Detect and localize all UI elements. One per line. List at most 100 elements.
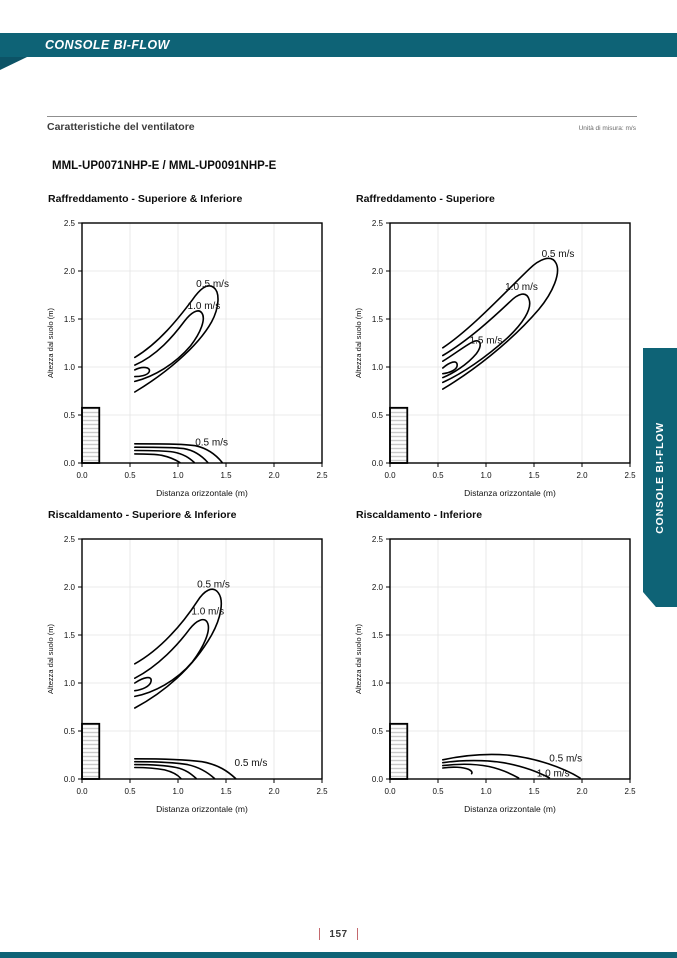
contour-line-1.5: [134, 366, 151, 378]
contour-line-0.5-ground: [134, 443, 223, 464]
page-number-right-bar: [356, 928, 359, 940]
contour-plot-svg: 0.0 0.5 1.0 1.5 2.0 2.5 0.0 0.5 1.0 1.5 2.0 2.5 0.5 …: [46, 219, 328, 498]
x-tick-label: 2.5: [316, 787, 328, 796]
y-axis-label: Altezza dal suolo (m): [46, 307, 55, 378]
chart-raffreddamento-superiore-inferiore: Raffreddamento - Superiore & Inferiore 0…: [40, 193, 345, 513]
y-tick-label: 0.5: [372, 727, 384, 736]
contour-plot: 0.0 0.5 1.0 1.5 2.0 2.5 0.0 0.5 1.0 1.5 2.0 2.5 0.5 …: [40, 215, 340, 513]
contour-line-1.5-ground: [134, 763, 197, 780]
section-title: Caratteristiche del ventilatore: [47, 121, 195, 133]
chart-title: Riscaldamento - Superiore & Inferiore: [48, 509, 237, 521]
contour-plot-svg: 0.0 0.5 1.0 1.5 2.0 2.5 0.0 0.5 1.0 1.5 2.0 2.5 0.5 …: [354, 219, 636, 498]
y-tick-label: 0.5: [372, 411, 384, 420]
x-axis-label: Distanza orizzontale (m): [156, 488, 248, 498]
chart-riscaldamento-superiore-inferiore: Riscaldamento - Superiore & Inferiore 0.…: [40, 509, 345, 829]
y-tick-label: 2.0: [372, 267, 384, 276]
contour-line-0.5: [442, 753, 581, 779]
contour-plot-svg: 0.0 0.5 1.0 1.5 2.0 2.5 0.0 0.5 1.0 1.5 2.0 2.5 0.5 …: [354, 535, 636, 814]
chart-title: Riscaldamento - Inferiore: [356, 509, 483, 521]
x-tick-label: 1.5: [528, 787, 540, 796]
y-tick-label: 1.5: [372, 631, 384, 640]
contour-value-label: 0.5 m/s: [196, 279, 229, 290]
contour-line-2.0: [442, 766, 473, 775]
side-tab-label: CONSOLE BI-FLOW: [654, 421, 666, 534]
contour-plot: 0.0 0.5 1.0 1.5 2.0 2.5 0.0 0.5 1.0 1.5 2.0 2.5 0.5 …: [348, 215, 648, 513]
x-tick-label: 1.0: [172, 787, 184, 796]
y-tick-label: 0.5: [64, 411, 76, 420]
contour-line-1.5: [442, 763, 520, 779]
y-tick-label: 0.0: [64, 775, 76, 784]
y-tick-label: 0.0: [372, 459, 384, 468]
contour-plot: 0.0 0.5 1.0 1.5 2.0 2.5 0.0 0.5 1.0 1.5 2.0 2.5 0.5 …: [40, 531, 340, 829]
contour-value-label: 1.0 m/s: [537, 769, 570, 780]
contour-line-0.5: [134, 285, 219, 393]
y-tick-label: 2.5: [372, 219, 384, 228]
contour-value-label: 1.5 m/s: [470, 336, 503, 347]
x-tick-label: 2.0: [268, 471, 280, 480]
contour-value-label: 1.0 m/s: [505, 282, 538, 293]
x-tick-label: 2.5: [624, 471, 636, 480]
y-axis-label: Altezza dal suolo (m): [46, 623, 55, 694]
plot-border: [389, 222, 631, 464]
x-tick-label: 1.0: [480, 787, 492, 796]
top-banner: CONSOLE BI-FLOW: [0, 33, 677, 57]
contour-line-1.5: [134, 676, 152, 692]
y-tick-label: 1.5: [64, 631, 76, 640]
y-tick-label: 1.0: [64, 363, 76, 372]
contour-plot-svg: 0.0 0.5 1.0 1.5 2.0 2.5 0.0 0.5 1.0 1.5 2.0 2.5 0.5 …: [46, 535, 328, 814]
side-tab: CONSOLE BI-FLOW: [643, 348, 677, 607]
page-number-group: 157: [0, 928, 677, 940]
contour-line-2.0: [442, 361, 459, 375]
indoor-unit-box: [389, 722, 409, 780]
chart-raffreddamento-superiore: Raffreddamento - Superiore 0.0 0.5 1.0 1.5 2…: [348, 193, 653, 513]
x-tick-label: 2.5: [624, 787, 636, 796]
x-tick-label: 1.5: [528, 471, 540, 480]
x-tick-label: 1.5: [220, 471, 232, 480]
y-tick-label: 2.0: [64, 267, 76, 276]
y-tick-label: 1.0: [372, 363, 384, 372]
x-tick-label: 0.0: [76, 787, 88, 796]
banner-fold-triangle: [0, 57, 27, 70]
x-tick-label: 0.0: [384, 471, 396, 480]
x-tick-label: 0.5: [124, 787, 136, 796]
plot-border: [389, 538, 631, 780]
y-tick-label: 0.0: [64, 459, 76, 468]
y-tick-label: 1.0: [372, 679, 384, 688]
chart-title: Raffreddamento - Superiore: [356, 193, 495, 205]
contour-plot: 0.0 0.5 1.0 1.5 2.0 2.5 0.0 0.5 1.0 1.5 2.0 2.5 0.5 …: [348, 531, 648, 829]
x-tick-label: 0.0: [76, 471, 88, 480]
contour-line-2.0-ground: [134, 766, 182, 780]
y-tick-label: 2.5: [372, 535, 384, 544]
contour-line-2.0-ground: [134, 453, 181, 464]
contour-line-1.0: [134, 310, 205, 383]
contour-value-label: 0.5 m/s: [542, 249, 575, 260]
model-title: MML-UP0071NHP-E / MML-UP0091NHP-E: [52, 160, 277, 172]
y-tick-label: 2.0: [64, 583, 76, 592]
y-tick-label: 1.0: [64, 679, 76, 688]
contour-line-1.5: [442, 339, 481, 379]
contour-line-1.0-ground: [134, 760, 216, 780]
footer-bar: [0, 952, 677, 958]
contour-value-label: 0.5 m/s: [197, 580, 230, 591]
contour-value-label: 0.5 m/s: [195, 437, 228, 448]
y-axis-label: Altezza dal suolo (m): [354, 623, 363, 694]
plot-border: [81, 222, 323, 464]
x-axis-label: Distanza orizzontale (m): [156, 804, 248, 814]
chart-riscaldamento-inferiore: Riscaldamento - Inferiore 0.0 0.5 1.0 1.5 2.…: [348, 509, 653, 829]
plot-border: [81, 538, 323, 780]
indoor-unit-box: [389, 406, 409, 464]
chart-title: Raffreddamento - Superiore & Inferiore: [48, 193, 243, 205]
y-axis-label: Altezza dal suolo (m): [354, 307, 363, 378]
y-tick-label: 2.5: [64, 535, 76, 544]
page-number: 157: [329, 928, 348, 940]
y-tick-label: 0.5: [64, 727, 76, 736]
contour-line-0.5: [442, 257, 559, 390]
banner-title: CONSOLE BI-FLOW: [45, 38, 170, 52]
y-tick-label: 0.0: [372, 775, 384, 784]
x-tick-label: 0.5: [432, 787, 444, 796]
contour-line-0.5-ground: [134, 758, 237, 780]
unit-of-measure-note: Unità di misura: m/s: [578, 125, 636, 132]
x-tick-label: 0.0: [384, 787, 396, 796]
contour-value-label: 0.5 m/s: [235, 758, 268, 769]
